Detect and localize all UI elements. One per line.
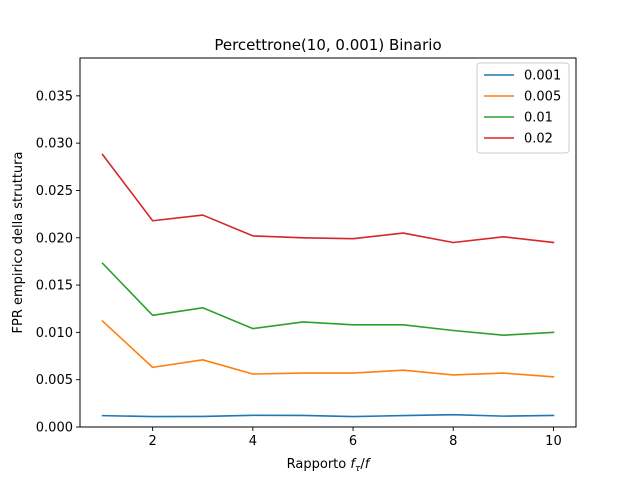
y-tick-label-4: 0.020	[36, 231, 73, 246]
legend-label-0: 0.001	[524, 69, 561, 84]
plot-area-frame	[79, 57, 577, 428]
y-tick-label-7: 0.035	[36, 89, 73, 104]
legend-label-1: 0.005	[524, 90, 561, 105]
series-line-1	[101, 319, 555, 378]
y-tick-label-6: 0.030	[36, 137, 73, 152]
y-tick-label-3: 0.015	[36, 279, 73, 294]
x-axis-title: Rapporto fτ/f	[287, 457, 372, 474]
legend-frame	[476, 62, 570, 154]
x-tick-label-2: 6	[349, 434, 357, 449]
x-tick-label-4: 10	[545, 434, 562, 449]
y-axis-title: FPR empirico della struttura	[11, 152, 26, 334]
x-tick-label-0: 2	[149, 434, 157, 449]
x-tick-label-1: 4	[249, 434, 257, 449]
y-tick-label-0: 0.000	[36, 421, 73, 436]
series-line-2	[101, 262, 555, 337]
y-tick-label-2: 0.010	[36, 326, 73, 341]
x-tick-label-3: 8	[449, 434, 457, 449]
y-tick-label-1: 0.005	[36, 373, 73, 388]
legend-label-2: 0.01	[524, 111, 553, 126]
legend-label-3: 0.02	[524, 132, 553, 147]
x-axis: 2 4 6 8 10	[149, 427, 562, 449]
chart-title: Percettrone(10, 0.001) Binario	[214, 36, 441, 54]
series-line-3	[101, 153, 555, 244]
y-tick-label-5: 0.025	[36, 184, 73, 199]
y-axis: 0.000 0.005 0.010 0.015 0.020 0.025 0.030 0.035	[36, 89, 80, 436]
series-line-0	[101, 413, 555, 418]
series-layer	[101, 153, 555, 418]
legend: 0.001 0.005 0.01 0.02	[476, 62, 570, 154]
